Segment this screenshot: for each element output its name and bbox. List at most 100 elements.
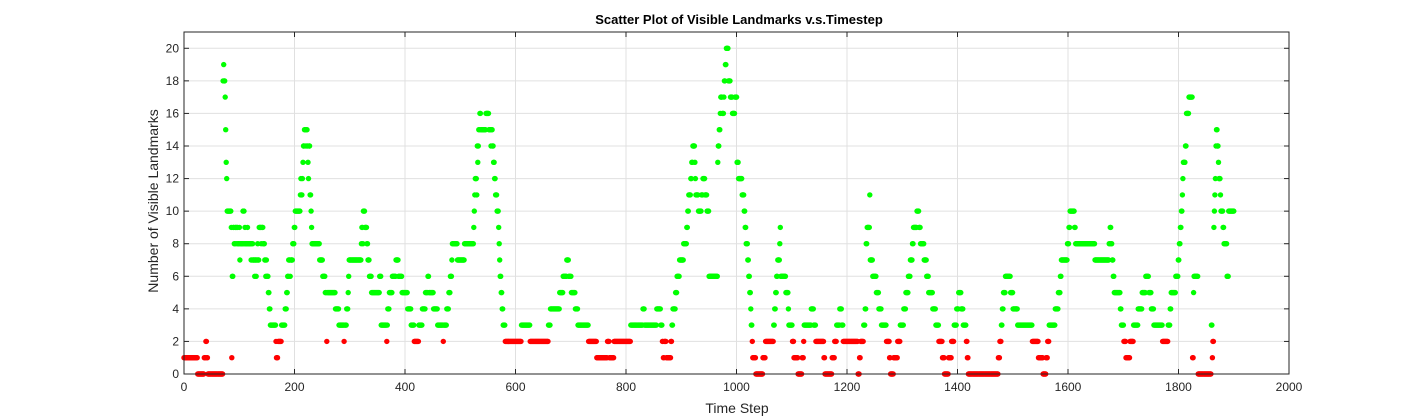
scatter-point (1179, 208, 1184, 213)
scatter-point (502, 322, 507, 327)
scatter-point (1052, 322, 1057, 327)
scatter-point (426, 274, 431, 279)
scatter-point (698, 208, 703, 213)
scatter-point (411, 322, 416, 327)
scatter-point (1135, 322, 1140, 327)
scatter-point (903, 306, 908, 311)
scatter-point (346, 290, 351, 295)
scatter-point (299, 192, 304, 197)
scatter-point (499, 290, 504, 295)
scatter-point (1092, 241, 1097, 246)
scatter-point (716, 143, 721, 148)
scatter-point (693, 176, 698, 181)
scatter-point (748, 306, 753, 311)
x-tick-label: 2000 (1276, 380, 1303, 394)
scatter-point (948, 355, 953, 360)
scatter-point (405, 290, 410, 295)
scatter-point (304, 127, 309, 132)
scatter-point (1071, 208, 1076, 213)
scatter-point (496, 208, 501, 213)
scatter-point (265, 274, 270, 279)
scatter-point (1168, 306, 1173, 311)
y-axis-label: Number of Visible Landmarks (145, 109, 161, 292)
scatter-point (910, 241, 915, 246)
scatter-point (494, 192, 499, 197)
scatter-point (958, 290, 963, 295)
scatter-point (681, 257, 686, 262)
scatter-point (1159, 322, 1164, 327)
scatter-point (905, 290, 910, 295)
scatter-point (264, 257, 269, 262)
scatter-point (715, 274, 720, 279)
scatter-point (1178, 225, 1183, 230)
scatter-point (742, 208, 747, 213)
scatter-point (641, 306, 646, 311)
scatter-point (1127, 355, 1132, 360)
scatter-point (291, 241, 296, 246)
scatter-point (749, 322, 754, 327)
scatter-point (1111, 274, 1116, 279)
y-tick-label: 0 (172, 367, 179, 381)
scatter-point (300, 176, 305, 181)
scatter-point (870, 257, 875, 262)
scatter-point (954, 322, 959, 327)
scatter-point (791, 339, 796, 344)
scatter-point (1183, 143, 1188, 148)
scatter-point (857, 355, 862, 360)
scatter-point (1151, 306, 1156, 311)
scatter-point (1148, 290, 1153, 295)
scatter-point (773, 306, 778, 311)
scatter-point (1215, 143, 1220, 148)
scatter-point (491, 160, 496, 165)
scatter-point (867, 225, 872, 230)
scatter-point (876, 290, 881, 295)
scatter-point (205, 355, 210, 360)
scatter-point (684, 241, 689, 246)
scatter-point (801, 355, 806, 360)
y-tick-label: 4 (172, 302, 179, 316)
scatter-point (895, 355, 900, 360)
scatter-point (1231, 208, 1236, 213)
scatter-point (688, 192, 693, 197)
scatter-point (867, 192, 872, 197)
scatter-point (1066, 241, 1071, 246)
scatter-point (307, 143, 312, 148)
scatter-point (266, 290, 271, 295)
x-tick-label: 0 (181, 380, 188, 394)
scatter-point (822, 355, 827, 360)
x-tick-label: 400 (395, 380, 415, 394)
scatter-point (715, 160, 720, 165)
x-tick-label: 800 (616, 380, 636, 394)
scatter-point (735, 160, 740, 165)
scatter-point (706, 208, 711, 213)
scatter-point (1057, 290, 1062, 295)
scatter-point (734, 94, 739, 99)
scatter-point (704, 192, 709, 197)
scatter-point (441, 339, 446, 344)
scatter-point (1058, 274, 1063, 279)
scatter-point (284, 306, 289, 311)
x-tick-label: 1000 (723, 380, 750, 394)
scatter-point (282, 322, 287, 327)
scatter-point (933, 306, 938, 311)
scatter-point (471, 241, 476, 246)
scatter-point (292, 225, 297, 230)
scatter-point (748, 290, 753, 295)
scatter-point (230, 274, 235, 279)
scatter-point (1216, 160, 1221, 165)
scatter-point (262, 241, 267, 246)
scatter-point (670, 322, 675, 327)
scatter-point (365, 241, 370, 246)
scatter-point (1130, 339, 1135, 344)
scatter-point (669, 339, 674, 344)
scatter-point (1210, 355, 1215, 360)
scatter-point (732, 111, 737, 116)
scatter-point (1180, 176, 1185, 181)
scatter-point (745, 241, 750, 246)
scatter-point (997, 355, 1002, 360)
scatter-point (886, 339, 891, 344)
scatter-point (864, 241, 869, 246)
scatter-point (674, 290, 679, 295)
scatter-point (772, 322, 777, 327)
scatter-point (746, 257, 751, 262)
